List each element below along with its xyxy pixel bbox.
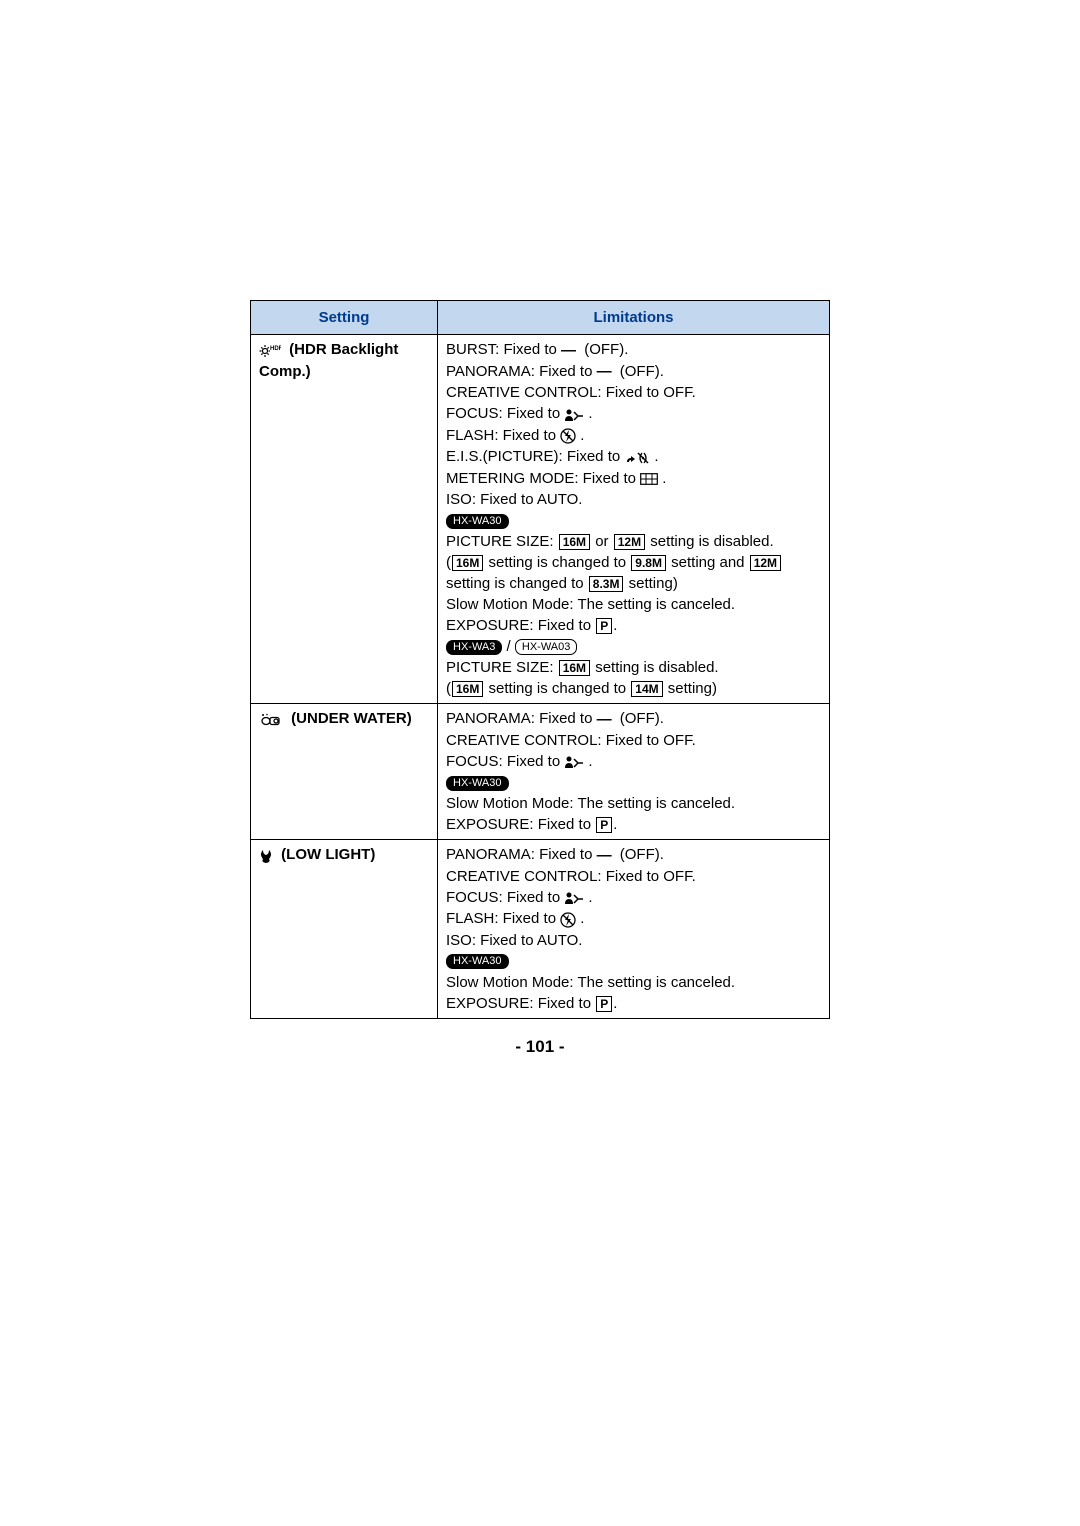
setting-cell: (LOW LIGHT) bbox=[251, 840, 438, 1019]
boxed-value: P bbox=[596, 817, 612, 833]
table-row: (LOW LIGHT) PANORAMA: Fixed to — (OFF).CR… bbox=[251, 840, 830, 1019]
limitation-line: BURST: Fixed to — (OFF). bbox=[446, 339, 821, 361]
limitation-line: FOCUS: Fixed to . bbox=[446, 403, 821, 425]
boxed-value: 8.3M bbox=[589, 576, 624, 592]
boxed-value: 16M bbox=[559, 534, 590, 550]
limitation-line: PICTURE SIZE: 16M setting is disabled. bbox=[446, 657, 821, 678]
limitations-cell: BURST: Fixed to — (OFF).PANORAMA: Fixed … bbox=[438, 335, 830, 704]
header-limitations: Limitations bbox=[438, 301, 830, 335]
limitation-text: ISO: Fixed to AUTO. bbox=[446, 489, 821, 510]
limitation-line: FLASH: Fixed to . bbox=[446, 425, 821, 447]
model-badge: HX-WA30 bbox=[446, 954, 509, 969]
model-badges: HX-WA30 bbox=[446, 510, 821, 531]
limitation-line: FOCUS: Fixed to . bbox=[446, 887, 821, 909]
model-badges: HX-WA30 bbox=[446, 951, 821, 972]
dash-icon: — bbox=[561, 340, 576, 361]
limitation-line: (16M setting is changed to 14M setting) bbox=[446, 678, 821, 699]
hdr-icon: HDR bbox=[259, 340, 281, 361]
model-badge: HX-WA03 bbox=[515, 639, 578, 655]
model-badge: HX-WA30 bbox=[446, 776, 509, 791]
limitation-line: PICTURE SIZE: 16M or 12M setting is disa… bbox=[446, 531, 821, 552]
boxed-value: 16M bbox=[559, 660, 590, 676]
boxed-value: 14M bbox=[631, 681, 662, 697]
flash-off-icon bbox=[560, 425, 576, 446]
model-badges: HX-WA3 / HX-WA03 bbox=[446, 636, 821, 657]
limitations-cell: PANORAMA: Fixed to — (OFF).CREATIVE CONT… bbox=[438, 840, 830, 1019]
table-row: HDR (HDR Backlight Comp.)BURST: Fixed to… bbox=[251, 335, 830, 704]
table-row: (UNDER WATER) PANORAMA: Fixed to — (OFF).… bbox=[251, 704, 830, 840]
underwater-icon bbox=[259, 709, 283, 730]
limitation-text: CREATIVE CONTROL: Fixed to OFF. bbox=[446, 866, 821, 887]
limitation-line: EXPOSURE: Fixed to P. bbox=[446, 993, 821, 1014]
lowlight-icon bbox=[259, 845, 273, 866]
model-badge: HX-WA30 bbox=[446, 514, 509, 529]
limitations-table: Setting Limitations HDR (HDR Backlight C… bbox=[250, 300, 830, 1019]
model-badges: HX-WA30 bbox=[446, 772, 821, 793]
eis-off-icon bbox=[624, 447, 650, 468]
setting-label: (LOW LIGHT) bbox=[281, 846, 375, 863]
limitation-text: Slow Motion Mode: The setting is cancele… bbox=[446, 594, 821, 615]
multi-meter-icon bbox=[640, 468, 658, 489]
setting-label: (UNDER WATER) bbox=[291, 710, 412, 727]
dash-icon: — bbox=[597, 845, 612, 866]
boxed-value: 12M bbox=[750, 555, 781, 571]
dash-icon: — bbox=[597, 361, 612, 382]
boxed-value: 16M bbox=[452, 555, 483, 571]
limitation-text: ISO: Fixed to AUTO. bbox=[446, 930, 821, 951]
dash-icon: — bbox=[597, 709, 612, 730]
limitation-line: FLASH: Fixed to . bbox=[446, 908, 821, 930]
af-person-icon bbox=[564, 404, 584, 425]
limitation-line: EXPOSURE: Fixed to P. bbox=[446, 615, 821, 636]
limitation-line: (16M setting is changed to 9.8M setting … bbox=[446, 552, 821, 594]
boxed-value: 12M bbox=[614, 534, 645, 550]
page-number: - 101 - bbox=[250, 1037, 830, 1057]
limitation-line: PANORAMA: Fixed to — (OFF). bbox=[446, 844, 821, 866]
boxed-value: P bbox=[596, 996, 612, 1012]
boxed-value: P bbox=[596, 618, 612, 634]
header-setting: Setting bbox=[251, 301, 438, 335]
boxed-value: 16M bbox=[452, 681, 483, 697]
setting-cell: HDR (HDR Backlight Comp.) bbox=[251, 335, 438, 704]
limitation-line: FOCUS: Fixed to . bbox=[446, 751, 821, 773]
af-person-icon bbox=[564, 887, 584, 908]
limitation-text: CREATIVE CONTROL: Fixed to OFF. bbox=[446, 730, 821, 751]
limitation-text: Slow Motion Mode: The setting is cancele… bbox=[446, 793, 821, 814]
af-person-icon bbox=[564, 751, 584, 772]
model-badge: HX-WA3 bbox=[446, 640, 502, 655]
limitation-text: Slow Motion Mode: The setting is cancele… bbox=[446, 972, 821, 993]
limitation-text: CREATIVE CONTROL: Fixed to OFF. bbox=[446, 382, 821, 403]
limitation-line: EXPOSURE: Fixed to P. bbox=[446, 814, 821, 835]
setting-cell: (UNDER WATER) bbox=[251, 704, 438, 840]
limitation-line: E.I.S.(PICTURE): Fixed to . bbox=[446, 446, 821, 468]
flash-off-icon bbox=[560, 909, 576, 930]
svg-text:HDR: HDR bbox=[270, 346, 281, 352]
limitations-cell: PANORAMA: Fixed to — (OFF).CREATIVE CONT… bbox=[438, 704, 830, 840]
limitation-line: METERING MODE: Fixed to . bbox=[446, 468, 821, 490]
boxed-value: 9.8M bbox=[631, 555, 666, 571]
limitation-line: PANORAMA: Fixed to — (OFF). bbox=[446, 708, 821, 730]
limitation-line: PANORAMA: Fixed to — (OFF). bbox=[446, 361, 821, 383]
